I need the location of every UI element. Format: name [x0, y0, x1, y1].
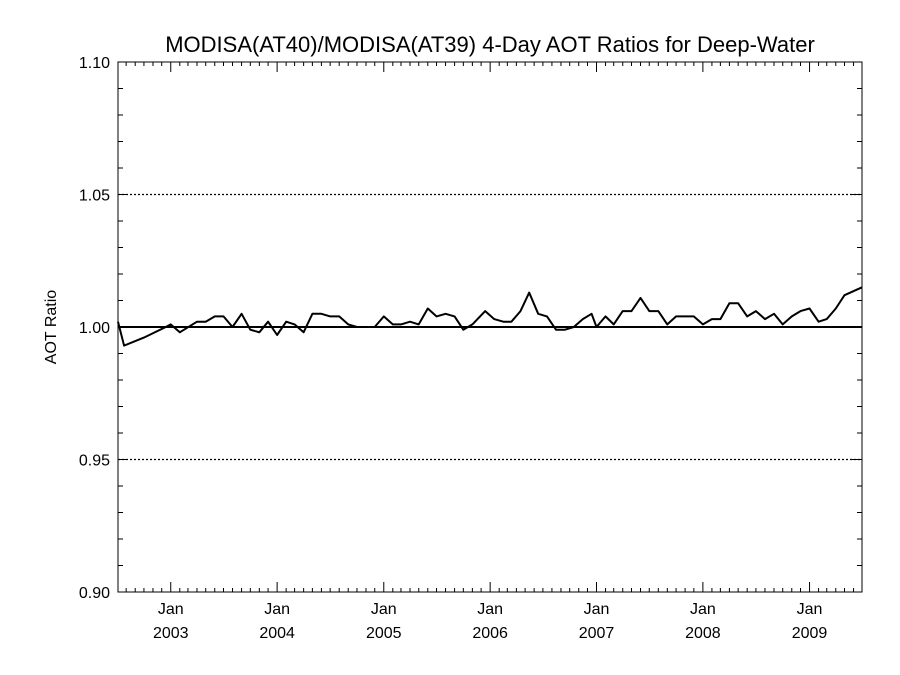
- x-tick-year-3: 2006: [472, 625, 508, 642]
- y-tick-label-4: 1.10: [79, 55, 110, 72]
- series-line-0: [117, 286, 863, 347]
- x-tick-year-6: 2009: [792, 625, 828, 642]
- y-tick-label-2: 1.00: [79, 320, 110, 337]
- x-tick-year-0: 2003: [153, 625, 189, 642]
- x-tick-month-6: Jan: [797, 601, 823, 618]
- gridlines: [118, 193, 862, 461]
- x-tick-year-4: 2007: [579, 625, 615, 642]
- y-axis-label: AOT Ratio: [43, 290, 60, 365]
- plot-frame: [117, 61, 863, 593]
- x-tick-month-4: Jan: [584, 601, 610, 618]
- x-tick-year-5: 2008: [685, 625, 721, 642]
- x-tick-year-2: 2005: [366, 625, 402, 642]
- tick-labels: 0.90 0.95 1.00 1.05 1.10 Jan 2003 Jan 2004 Jan 200…: [79, 55, 828, 642]
- x-tick-month-2: Jan: [371, 601, 397, 618]
- x-tick-year-1: 2004: [259, 625, 295, 642]
- axis-ticks: [118, 61, 862, 593]
- x-tick-month-5: Jan: [690, 601, 716, 618]
- x-tick-month-3: Jan: [477, 601, 503, 618]
- series-group: [117, 286, 863, 347]
- y-tick-label-0: 0.90: [79, 585, 110, 602]
- x-tick-month-1: Jan: [264, 601, 290, 618]
- y-tick-label-3: 1.05: [79, 188, 110, 205]
- y-tick-label-1: 0.95: [79, 453, 110, 470]
- chart-title: MODISA(AT40)/MODISA(AT39) 4-Day AOT Rati…: [165, 32, 815, 57]
- x-tick-month-0: Jan: [158, 601, 184, 618]
